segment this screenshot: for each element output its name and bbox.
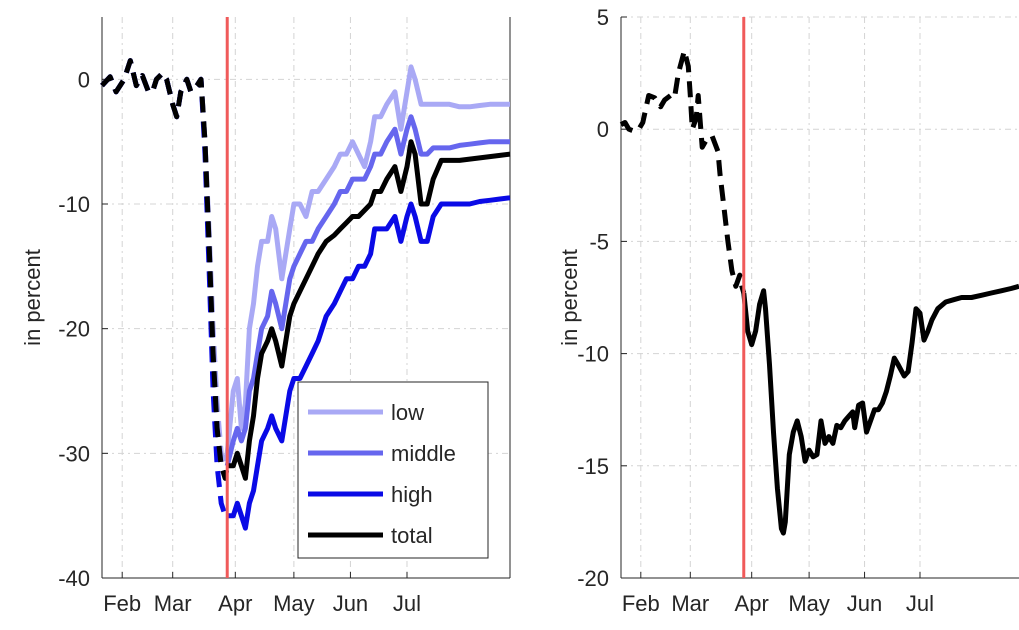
right-line-series-0-solid [741, 283, 1019, 536]
left-y-tick-label: 0 [78, 67, 90, 92]
left-panel: Feb Mar Apr May Jun Jul 0 -10 -20 -30 -40 in percen… [20, 17, 511, 616]
left-y-tick-label: -10 [58, 192, 90, 217]
left-x-tick-label-jun: Jun [333, 591, 368, 616]
left-line-low-solid [224, 64, 510, 454]
legend-label-total: total [391, 523, 433, 548]
left-x-tick-label-may: May [273, 591, 315, 616]
right-x-tick-label-jun: Jun [847, 591, 882, 616]
left-x-tick-label-mar: Mar [154, 591, 192, 616]
left-y-tick-label: -20 [58, 317, 90, 342]
left-line-total-solid [227, 139, 511, 481]
right-y-tick-label: -5 [589, 229, 609, 254]
left-x-tick-label-jul: Jul [393, 591, 421, 616]
right-y-tick-label: -20 [577, 566, 609, 591]
right-y-tick-label: 0 [597, 117, 609, 142]
left-x-tick-label-feb: Feb [103, 591, 141, 616]
legend-label-low: low [391, 400, 424, 425]
right-y-tick-label: 5 [597, 5, 609, 30]
right-line-series-0-dashed [619, 48, 747, 294]
left-line-low-dashed [100, 58, 230, 469]
right-panel: Feb Mar Apr May Jun Jul 5 0 -5 -10 -15 -20 in percen… [557, 5, 1019, 616]
right-y-axis-label: in percent [557, 249, 582, 346]
left-y-tick-label: -40 [58, 566, 90, 591]
right-y-tick-label: -15 [577, 454, 609, 479]
legend-label-high: high [391, 482, 433, 507]
right-x-tick-label-mar: Mar [671, 591, 709, 616]
left-x-tick-label-apr: Apr [218, 591, 252, 616]
right-x-tick-label-may: May [788, 591, 830, 616]
right-x-tick-label-apr: Apr [735, 591, 769, 616]
legend-label-middle: middle [391, 441, 456, 466]
right-x-tick-label-feb: Feb [622, 591, 660, 616]
left-line-high-dashed [100, 58, 228, 519]
legend: low middle high total [297, 381, 489, 559]
left-line-high-solid [227, 195, 511, 531]
left-y-axis-label: in percent [20, 249, 45, 346]
right-y-tick-label: -10 [577, 342, 609, 367]
right-x-tick-label-jul: Jul [906, 591, 934, 616]
left-y-tick-label: -30 [58, 441, 90, 466]
left-line-total-dashed [100, 58, 230, 481]
left-line-middle-solid [224, 114, 510, 467]
left-line-middle-dashed [100, 58, 230, 481]
